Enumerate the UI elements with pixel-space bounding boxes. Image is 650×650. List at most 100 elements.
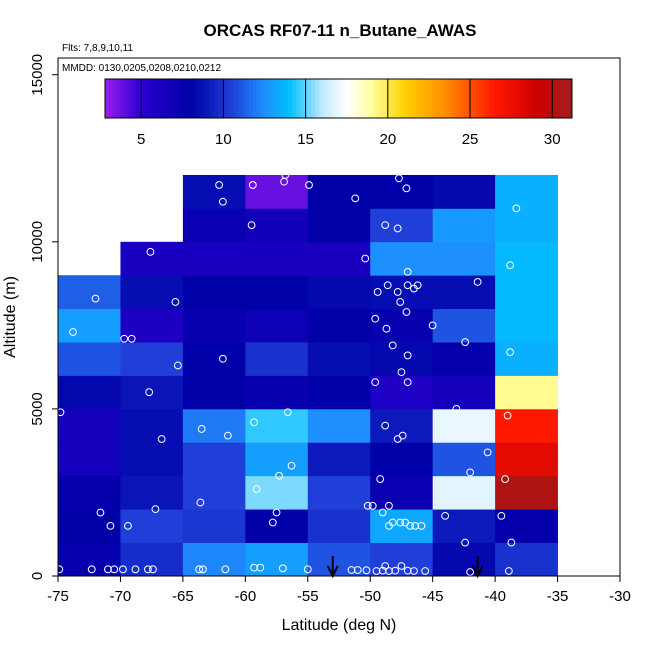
heatmap-cell	[495, 275, 558, 310]
heatmap-cell	[370, 208, 434, 243]
colorbar-segment	[365, 79, 371, 118]
heatmap-cell	[432, 208, 496, 243]
sample-point	[395, 174, 403, 183]
y-tick-label: 0	[29, 572, 46, 580]
heatmap-cell	[58, 342, 121, 376]
sample-point	[376, 475, 385, 483]
sample-point	[56, 408, 65, 417]
sample-point	[351, 194, 360, 203]
sample-point	[215, 181, 224, 189]
heatmap-cell	[495, 542, 558, 577]
sample-point	[144, 565, 152, 574]
colorbar-tick-label: 15	[297, 131, 314, 148]
sample-point	[303, 565, 312, 574]
heatmap-cell	[245, 275, 309, 310]
sample-point	[507, 538, 516, 547]
sample-point	[124, 521, 132, 530]
sample-point	[287, 461, 296, 470]
colorbar-segment	[284, 79, 289, 118]
heatmap-cell	[58, 475, 121, 510]
colorbar-segment	[116, 79, 122, 118]
colorbar-segment	[494, 79, 499, 118]
colorbar-segment	[260, 79, 266, 118]
sample-point	[196, 498, 205, 507]
sample-point	[197, 425, 206, 433]
heatmap-cell	[58, 375, 121, 410]
heatmap-cell	[370, 442, 434, 477]
sample-point	[461, 538, 470, 547]
colorbar-segment	[439, 79, 445, 118]
colorbar-segment	[295, 79, 301, 118]
heatmap-cell	[120, 308, 184, 343]
heatmap-cell	[58, 408, 121, 443]
colorbar-segment	[229, 79, 234, 118]
colorbar-segment	[564, 79, 569, 118]
heatmap-cell	[120, 442, 184, 477]
colorbar-segment	[319, 79, 324, 118]
colorbar-segment	[248, 79, 254, 118]
colorbar-segment	[381, 79, 386, 118]
colorbar-segment	[470, 79, 476, 118]
heatmap-cell	[120, 241, 184, 276]
x-tick-label: -60	[234, 588, 256, 605]
colorbar-segment	[505, 79, 511, 118]
colorbar-segment	[373, 79, 378, 118]
colorbar-segment	[330, 79, 336, 118]
colorbar-segment	[451, 79, 456, 118]
sample-point	[461, 338, 470, 346]
colorbar-segment	[233, 79, 238, 118]
heatmap-cell	[432, 174, 496, 209]
colorbar-segment	[143, 79, 149, 118]
sample-point	[383, 281, 392, 290]
x-tick-label: -30	[609, 588, 631, 605]
heatmap-cell	[245, 342, 309, 376]
sample-point	[353, 566, 362, 574]
colorbar-tick-label: 20	[379, 131, 396, 148]
heatmap-cell	[182, 241, 246, 276]
sample-point	[378, 566, 387, 575]
heatmap-cell	[245, 174, 309, 209]
colorbar-segment	[198, 79, 203, 118]
sample-point	[171, 298, 180, 306]
sample-point	[151, 505, 160, 514]
colorbar-segment	[474, 79, 480, 118]
sample-point	[275, 471, 283, 480]
colorbar-segment	[213, 79, 219, 118]
sample-point	[157, 435, 166, 443]
sample-point	[283, 408, 292, 417]
heatmap-cell	[307, 241, 371, 276]
sample-point	[396, 518, 405, 527]
heatmap-cell	[432, 509, 496, 543]
sample-point	[398, 431, 407, 440]
heatmap-cell	[182, 542, 246, 577]
x-axis-label: Latitude (deg N)	[282, 617, 397, 634]
heatmap-cell	[370, 542, 434, 577]
heatmap-cell	[495, 308, 558, 343]
heatmap-cell	[432, 475, 496, 510]
sample-point	[413, 281, 422, 290]
colorbar-segment	[182, 79, 188, 118]
colorbar-segment	[408, 79, 413, 118]
colorbar-segment	[412, 79, 417, 118]
sample-point	[195, 565, 204, 574]
colorbar-segment	[159, 79, 164, 118]
heatmap-cell	[432, 241, 496, 276]
sample-point	[218, 197, 227, 206]
colorbar-segment	[276, 79, 281, 118]
colorbar-segment	[221, 79, 227, 118]
colorbar-segment	[136, 79, 141, 118]
heatmap-cell	[182, 509, 246, 543]
heatmap-cell	[432, 375, 496, 410]
heatmap-cell	[370, 475, 434, 510]
colorbar-segment	[186, 79, 192, 118]
heatmap-cell	[182, 208, 246, 243]
colorbar-segment	[525, 79, 530, 118]
heatmap-cell	[495, 408, 558, 443]
colorbar-segment	[163, 79, 168, 118]
heatmap-cell	[182, 174, 246, 209]
sample-point	[248, 181, 257, 189]
heatmap-cell	[58, 275, 121, 310]
colorbar: 5 10 15 20 25 30	[104, 78, 573, 148]
x-tick-label: -35	[547, 588, 569, 605]
colorbar-tick-label: 5	[137, 131, 145, 148]
